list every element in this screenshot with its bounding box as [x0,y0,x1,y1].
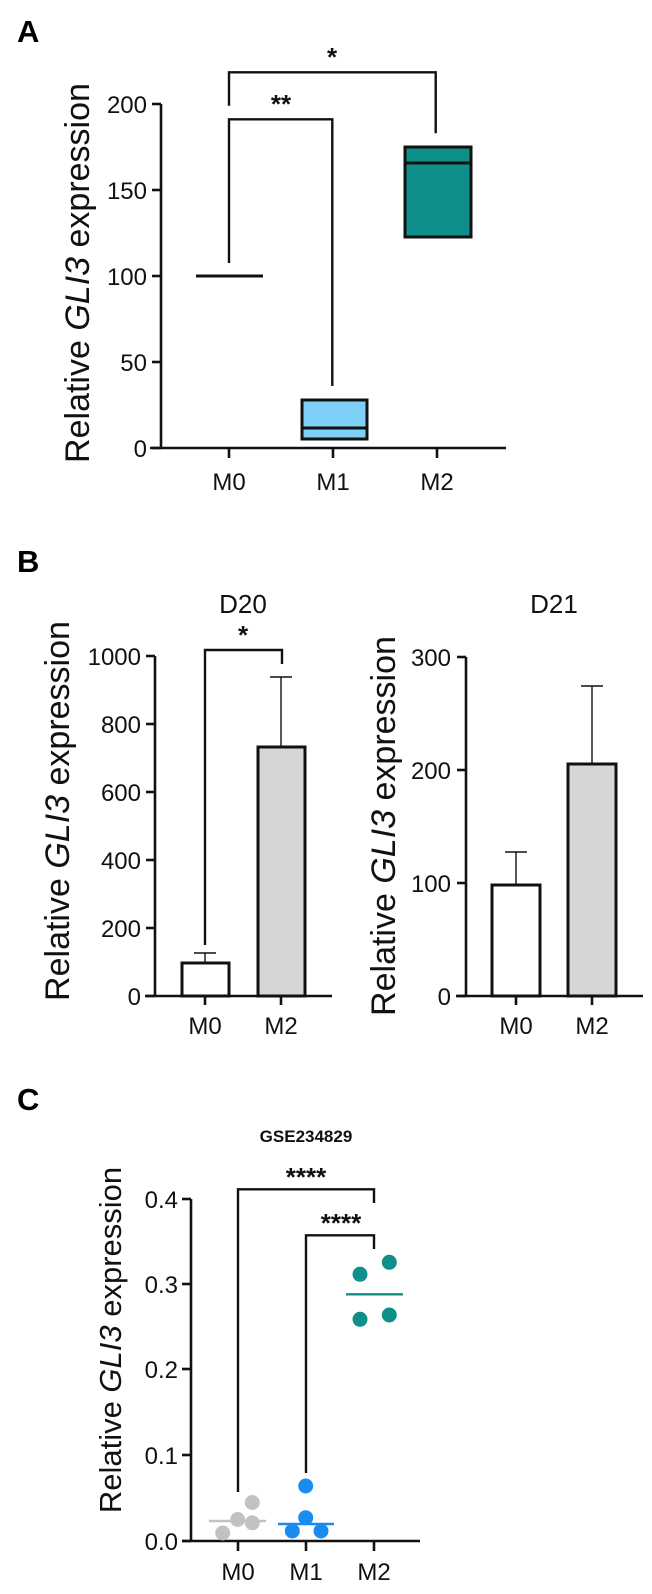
y-tick-label: 150 [107,178,147,205]
panel-a-y-ticks: 0 50 100 150 200 [107,92,161,463]
panel-a-x-ticks: M0 M1 M2 [212,448,454,496]
scatter-group-m2 [346,1254,403,1327]
y-tick-label: 200 [411,758,451,785]
error-bar-m2 [270,676,292,747]
significance-stars: ** [271,89,292,119]
x-tick-label-m2: M2 [575,1013,608,1040]
x-tick-label-m0: M0 [212,469,245,496]
panel-b-d21-chart: Relative GLI3 expression D21 0 100 200 3… [365,589,643,1040]
significance-bracket-m0-m2 [236,1188,376,1492]
significance-bracket-m0-m2 [203,648,284,945]
bar-m0 [490,883,542,998]
x-tick-label-m2: M2 [357,1559,390,1586]
significance-stars: **** [286,1162,327,1192]
significance-bracket-m0-m2 [227,71,437,134]
panel-label-a: A [17,14,39,49]
y-tick-label: 0 [128,984,141,1011]
panel-b-d21-y-axis-label: Relative GLI3 expression [365,636,403,1016]
significance-stars: **** [321,1208,362,1238]
panel-a-y-axis-label: Relative GLI3 expression [59,83,97,463]
y-tick-label: 600 [101,780,141,807]
y-tick-label: 50 [120,350,147,377]
panel-b-d21-y-ticks: 0 100 200 300 [411,645,466,1011]
y-tick-label: 0 [438,984,451,1011]
panel-b-d21-x-ticks: M0 M2 [499,996,609,1040]
x-tick-label-m0: M0 [188,1013,221,1040]
scatter-group-m1 [278,1478,334,1539]
significance-bracket-m1-m2 [304,1234,376,1473]
panel-c-y-axis-label: Relative GLI3 expression [93,1167,128,1513]
x-tick-label-m0: M0 [221,1559,254,1586]
panel-b-d20-y-axis-label: Relative GLI3 expression [39,621,77,1001]
y-tick-label: 800 [101,712,141,739]
y-tick-label: 0.3 [145,1272,178,1299]
y-tick-label: 0 [134,436,147,463]
y-tick-label: 400 [101,848,141,875]
x-tick-label-m2: M2 [420,469,453,496]
bar-m2 [566,762,618,998]
box-m1 [300,398,369,441]
y-tick-label: 1000 [88,644,141,671]
x-tick-label-m1: M1 [289,1559,322,1586]
significance-stars: * [327,42,338,72]
y-tick-label: 0.1 [145,1443,178,1470]
panel-a-chart: Relative GLI3 expression 0 50 100 150 20… [59,42,506,496]
error-bar-m2 [581,685,603,764]
y-tick-label: 0.2 [145,1357,178,1384]
significance-bracket-m0-m1 [227,118,334,386]
panel-b-d20-y-ticks: 0 200 400 600 800 1000 [88,644,155,1011]
error-bar-m0 [194,952,216,963]
x-tick-label-m2: M2 [264,1013,297,1040]
panel-label-b: B [17,544,39,579]
y-tick-label: 200 [107,92,147,119]
panel-label-c: C [17,1082,39,1117]
bar-m0 [180,961,231,998]
scatter-group-m0 [209,1495,266,1541]
y-tick-label: 100 [411,871,451,898]
x-tick-label-m0: M0 [499,1013,532,1040]
y-tick-label: 100 [107,264,147,291]
panel-b-d21-title: D21 [530,589,578,619]
panel-b-d20-x-ticks: M0 M2 [188,996,298,1040]
y-tick-label: 200 [101,916,141,943]
panel-c-chart: Relative GLI3 expression GSE234829 0.0 0… [93,1127,420,1586]
panel-b-d20-title: D20 [219,589,267,619]
error-bar-m0 [505,851,527,885]
x-tick-label-m1: M1 [316,469,349,496]
panel-b-d20-chart: Relative GLI3 expression D20 0 200 400 6… [39,589,332,1040]
panel-c-title: GSE234829 [260,1127,353,1146]
y-tick-label: 0.4 [145,1187,178,1214]
y-tick-label: 0.0 [145,1529,178,1556]
y-tick-label: 300 [411,645,451,672]
panel-c-y-ticks: 0.0 0.1 0.2 0.3 0.4 [145,1187,191,1556]
panel-c-x-ticks: M0 M1 M2 [221,1541,391,1586]
significance-stars: * [238,620,249,650]
bar-m2 [256,745,307,998]
box-m2 [403,145,473,239]
